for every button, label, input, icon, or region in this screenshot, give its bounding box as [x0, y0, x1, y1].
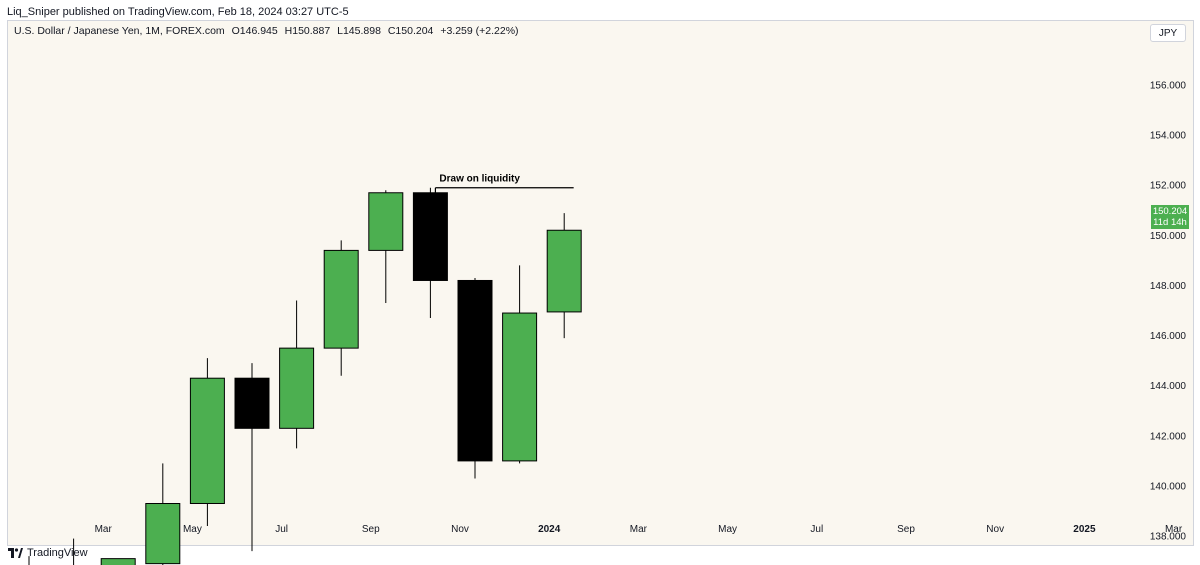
bearish-candle: [412, 192, 448, 281]
y-tick-label: 150.000: [1150, 231, 1187, 242]
x-tick-label: Mar: [1165, 524, 1183, 535]
currency-button[interactable]: JPY: [1150, 24, 1186, 42]
y-tick-label: 138.000: [1150, 532, 1187, 543]
x-tick-label: Jul: [275, 524, 288, 535]
x-tick-label: Mar: [95, 524, 113, 535]
symbol-legend: U.S. Dollar / Japanese Yen, 1M, FOREX.co…: [14, 25, 523, 37]
open-value: O146.945: [231, 25, 278, 37]
x-tick-label: May: [718, 524, 737, 535]
y-tick-label: 144.000: [1150, 381, 1187, 392]
bar-countdown: 11d 14h: [1153, 217, 1187, 228]
bearish-candle: [234, 377, 270, 429]
x-tick-label: 2025: [1073, 524, 1096, 535]
y-tick-label: 154.000: [1150, 131, 1187, 142]
symbol-name: U.S. Dollar / Japanese Yen, 1M, FOREX.co…: [14, 25, 225, 37]
y-tick-label: 148.000: [1150, 281, 1187, 292]
high-value: H150.887: [284, 25, 331, 37]
footer-brand: TradingView: [27, 547, 88, 559]
x-tick-label: 2024: [538, 524, 561, 535]
y-tick-label: 140.000: [1150, 481, 1187, 492]
bullish-candle: [145, 503, 181, 565]
bullish-candle: [323, 249, 359, 349]
bullish-candle: [368, 192, 404, 251]
publish-header: Liq_Sniper published on TradingView.com,…: [7, 6, 349, 18]
bullish-candle: [189, 377, 225, 505]
footer: TradingView: [8, 546, 88, 560]
bullish-candle: [100, 558, 136, 565]
x-tick-label: May: [183, 524, 202, 535]
bullish-candle: [279, 347, 315, 429]
y-tick-label: 156.000: [1150, 81, 1187, 92]
x-tick-label: Mar: [630, 524, 648, 535]
x-tick-label: Sep: [362, 524, 380, 535]
close-value: C150.204: [387, 25, 434, 37]
last-price-tag: 150.204 11d 14h: [1151, 205, 1189, 229]
last-price-value: 150.204: [1152, 206, 1188, 217]
change-value: +3.259 (+2.22%): [440, 25, 519, 37]
annotation-label: Draw on liquidity: [439, 174, 520, 185]
y-tick-label: 146.000: [1150, 331, 1187, 342]
y-tick-label: 142.000: [1150, 431, 1187, 442]
y-tick-label: 152.000: [1150, 181, 1187, 192]
bullish-candle: [502, 312, 538, 462]
x-tick-label: Nov: [451, 524, 469, 535]
x-tick-label: Nov: [986, 524, 1004, 535]
x-tick-label: Jul: [810, 524, 823, 535]
bearish-candle: [457, 279, 493, 462]
x-tick-label: Sep: [897, 524, 915, 535]
low-value: L145.898: [337, 25, 381, 37]
bullish-candle: [546, 229, 582, 313]
tradingview-logo-icon: [8, 548, 23, 558]
